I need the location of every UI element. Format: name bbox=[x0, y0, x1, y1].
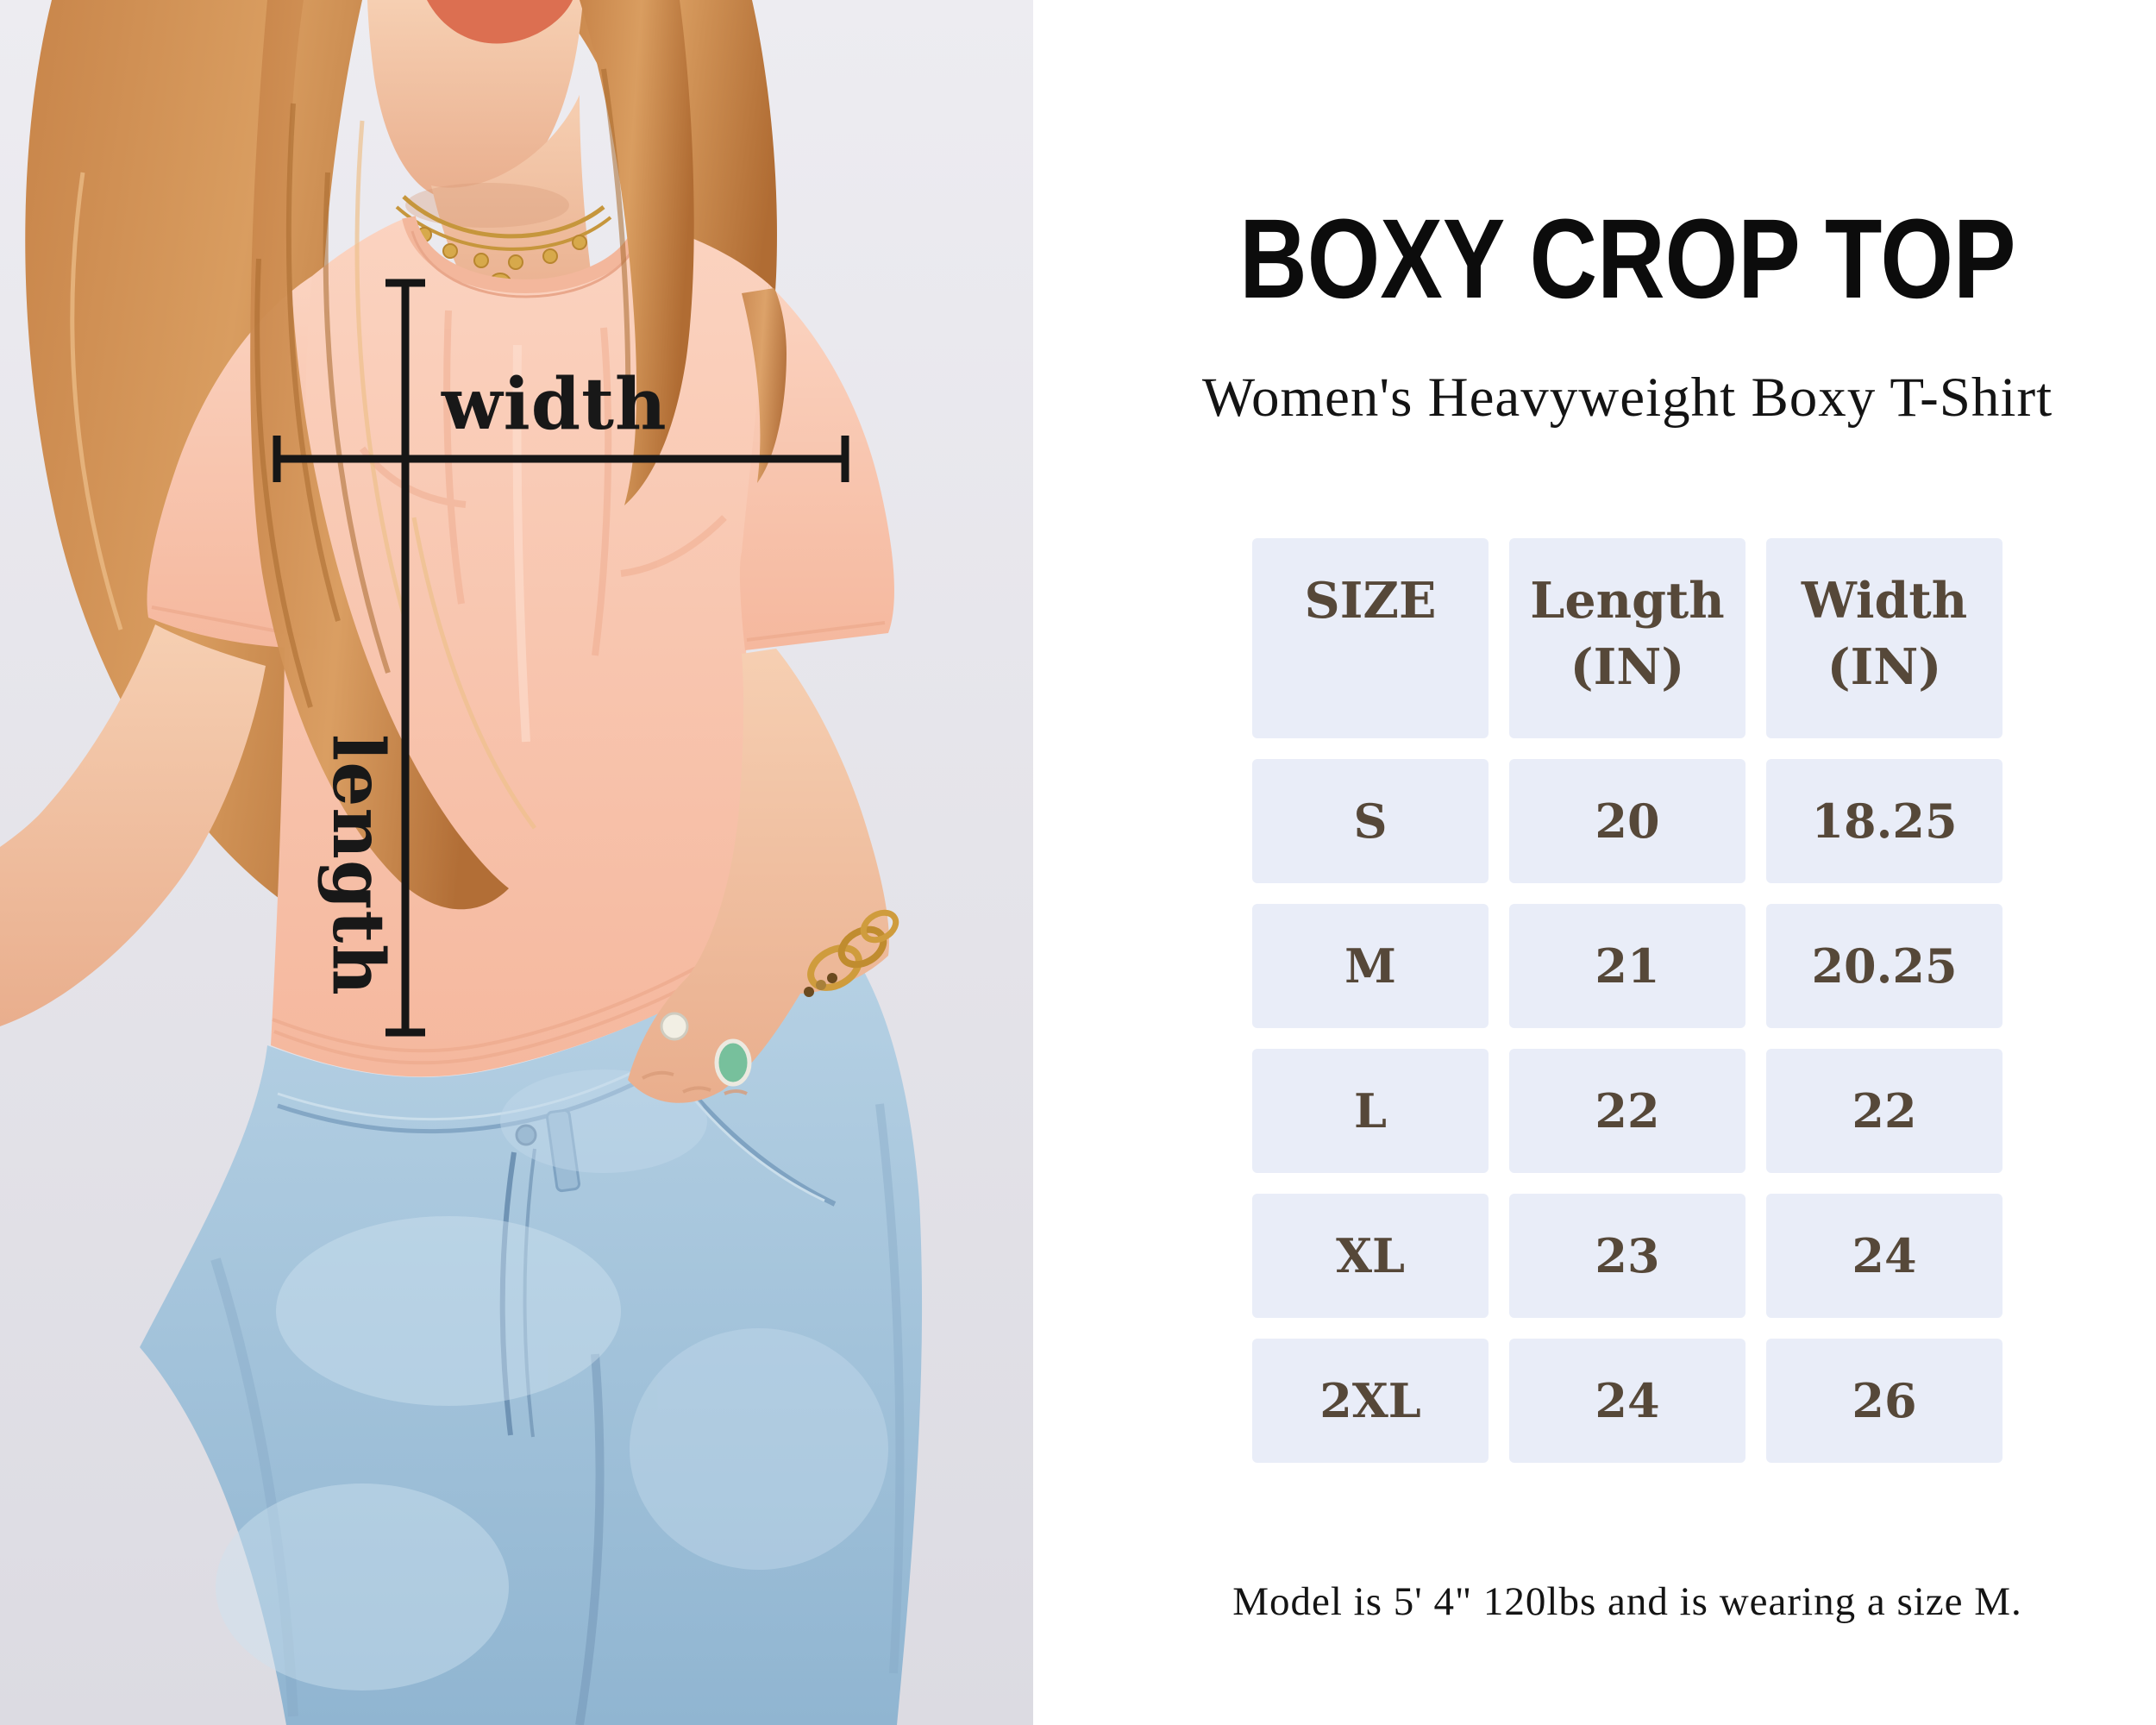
header-line: SIZE bbox=[1304, 571, 1437, 630]
hair-front bbox=[70, 0, 787, 910]
table-header-length: Length (IN) bbox=[1509, 537, 1745, 738]
table-cell-width: 26 bbox=[1766, 1338, 2002, 1463]
table-cell-width: 20.25 bbox=[1766, 903, 2002, 1028]
silver-ring bbox=[660, 1012, 689, 1041]
table-header-width: Width (IN) bbox=[1766, 537, 2002, 738]
table-cell-length: 23 bbox=[1509, 1193, 1745, 1318]
table-cell-size: M bbox=[1252, 903, 1489, 1028]
table-cell-length: 20 bbox=[1509, 758, 1745, 883]
belt-loop bbox=[546, 1108, 580, 1193]
jeans-button bbox=[515, 1124, 537, 1146]
header-line: Length bbox=[1530, 571, 1725, 630]
header-line: (IN) bbox=[1827, 637, 1942, 696]
model-info-note: Model is 5' 4" 120lbs and is wearing a s… bbox=[1232, 1578, 2022, 1624]
table-cell-width: 22 bbox=[1766, 1048, 2002, 1173]
header-line: Width bbox=[1801, 571, 1968, 630]
lips bbox=[427, 0, 573, 44]
table-cell-size: XL bbox=[1252, 1193, 1489, 1318]
bracelets-rings bbox=[660, 909, 899, 1087]
necklace bbox=[395, 195, 612, 297]
size-chart-panel: BOXY CROP TOP Women's Heavyweight Boxy T… bbox=[1033, 0, 2156, 1725]
model-photo-illustration bbox=[0, 0, 1033, 1725]
table-cell-length: 21 bbox=[1509, 903, 1745, 1028]
table-cell-width: 24 bbox=[1766, 1193, 2002, 1318]
measurement-lines bbox=[273, 279, 849, 1037]
jeans bbox=[140, 949, 923, 1725]
table-cell-size: 2XL bbox=[1252, 1338, 1489, 1463]
header-line: (IN) bbox=[1570, 637, 1685, 696]
length-measure-label: length bbox=[317, 734, 399, 996]
table-cell-size: S bbox=[1252, 758, 1489, 883]
table-cell-size: L bbox=[1252, 1048, 1489, 1173]
model-photo: width length bbox=[0, 0, 1033, 1725]
page-title: BOXY CROP TOP bbox=[1238, 195, 2016, 322]
table-cell-length: 24 bbox=[1509, 1338, 1745, 1463]
table-header-size: SIZE bbox=[1252, 537, 1489, 738]
width-measure-label: width bbox=[442, 363, 667, 446]
left-arm bbox=[0, 624, 266, 1026]
turquoise-ring bbox=[714, 1038, 752, 1087]
table-cell-width: 18.25 bbox=[1766, 758, 2002, 883]
page-subtitle: Women's Heavyweight Boxy T-Shirt bbox=[1201, 367, 2053, 429]
size-table: SIZE Length (IN) Width (IN) S 20 18.25 M… bbox=[1252, 537, 2002, 1463]
table-cell-length: 22 bbox=[1509, 1048, 1745, 1173]
